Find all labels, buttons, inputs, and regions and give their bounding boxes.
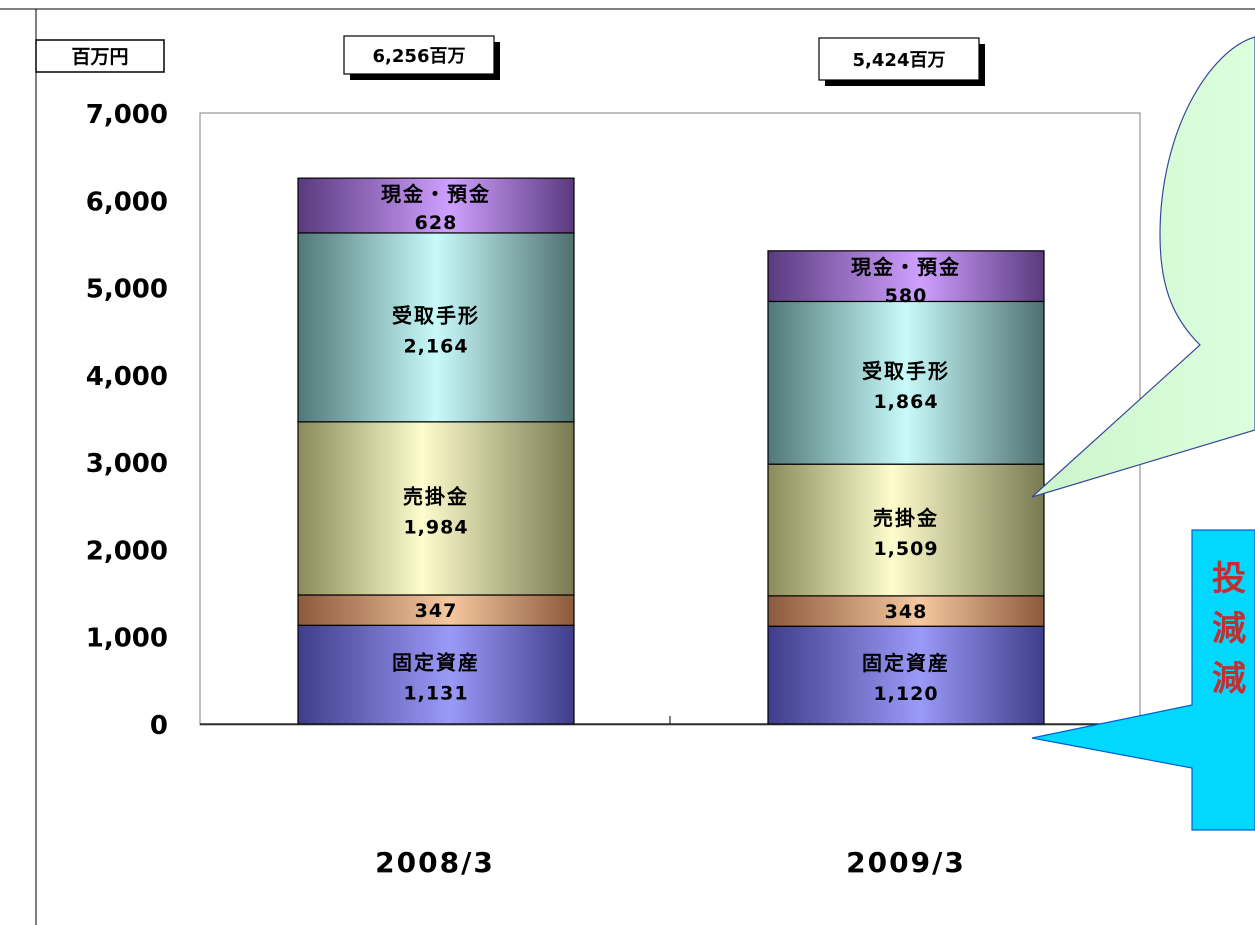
unit-label: 百万円: [71, 46, 128, 68]
total-box-2009: 5,424百万: [818, 37, 985, 86]
bar-segment-notes-receivable: [767, 300, 1045, 465]
callout-text-line-2: 減: [1212, 609, 1246, 649]
total-label-2008: 6,256百万: [373, 46, 466, 67]
cyan-callout: [1031, 529, 1255, 831]
callout-text-line-3: 減: [1212, 659, 1246, 699]
x-tick-label: 2008/3: [375, 846, 495, 879]
x-axis-tick-labels: 2008/3 2009/3: [375, 846, 966, 879]
segment-name-label: 固定資産: [392, 651, 480, 675]
y-tick-label: 5,000: [86, 275, 168, 305]
segment-name-label: 受取手形: [862, 359, 950, 383]
bar-segment-fixed-assets: [767, 625, 1045, 725]
bar-segment-notes-receivable: [297, 232, 575, 423]
bar-segment-other-current-assets: [297, 594, 575, 626]
segment-name-label: 売掛金: [403, 484, 469, 508]
bar-segment-fixed-assets: [297, 624, 575, 725]
segment-value-label: 347: [415, 600, 458, 622]
y-tick-label: 1,000: [86, 624, 168, 654]
x-tick-label: 2009/3: [846, 846, 966, 879]
bars-group: 固定資産1,131他流動資産347売掛金1,984受取手形2,164現金・預金6…: [297, 177, 1045, 725]
y-tick-label: 2,000: [86, 536, 168, 566]
callout-text-line-1: 投: [1212, 559, 1246, 599]
segment-name-label: 固定資産: [862, 651, 950, 675]
segment-name-label: 現金・預金: [381, 182, 491, 206]
bar-segment-accounts-receivable: [767, 463, 1045, 597]
segment-value-label: 348: [885, 601, 928, 623]
segment-name-label: 売掛金: [873, 506, 939, 530]
total-label-2009: 5,424百万: [853, 50, 946, 71]
segment-value-label: 580: [885, 285, 928, 307]
unit-label-box: 百万円: [35, 39, 165, 73]
y-tick-label: 3,000: [86, 449, 168, 479]
bar-segment-cash-deposits: [297, 177, 575, 234]
segment-value-label: 1,864: [873, 391, 938, 413]
segment-value-label: 2,164: [403, 335, 468, 357]
segment-value-label: 1,131: [403, 683, 468, 705]
y-tick-label: 6,000: [86, 187, 168, 217]
bar-segment-accounts-receivable: [297, 421, 575, 596]
bar-segment-other-current-assets: [767, 595, 1045, 627]
segment-value-label: 1,509: [873, 538, 938, 560]
y-tick-label: 4,000: [86, 362, 168, 392]
y-axis-tick-labels: 0 1,000 2,000 3,000 4,000 5,000 6,000 7,000: [86, 100, 168, 741]
total-box-2008: 6,256百万: [343, 35, 500, 80]
segment-name-label: 現金・預金: [851, 255, 961, 279]
segment-value-label: 628: [415, 212, 458, 234]
segment-name-label: 受取手形: [392, 303, 480, 327]
green-speech-bubble: [1031, 36, 1255, 498]
y-tick-label: 7,000: [86, 100, 168, 130]
segment-value-label: 1,120: [873, 683, 938, 705]
bar-segment-cash-deposits: [767, 250, 1045, 303]
y-tick-label: 0: [150, 711, 168, 741]
segment-value-label: 1,984: [403, 516, 468, 538]
